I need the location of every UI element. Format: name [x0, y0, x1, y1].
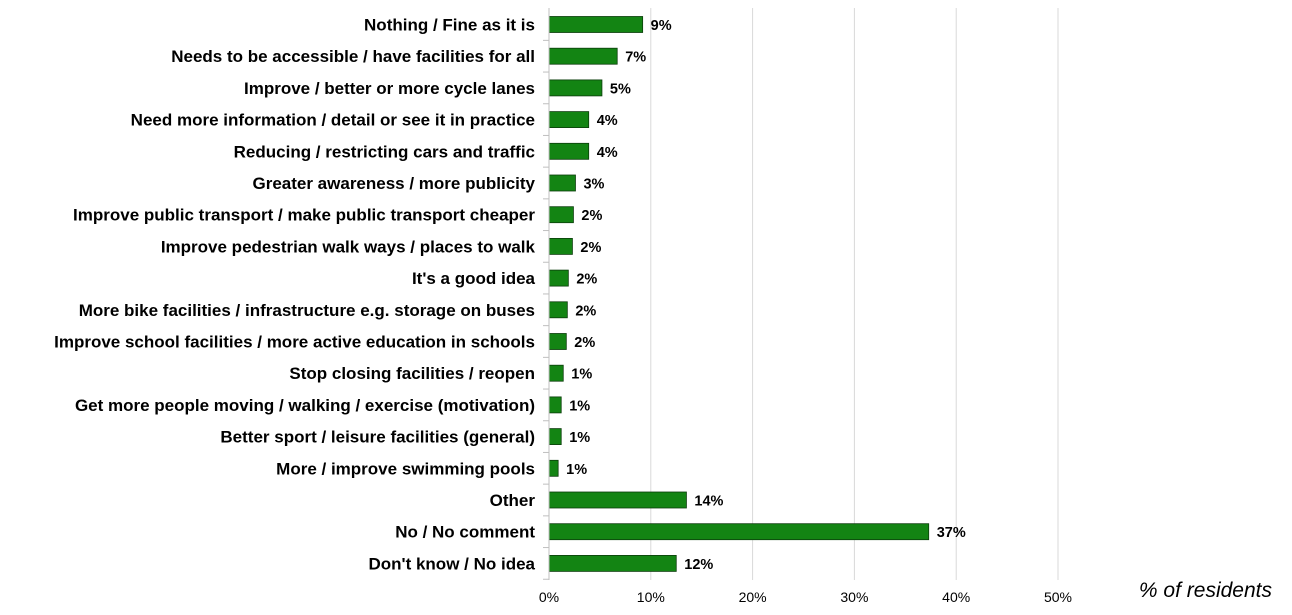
- bar: [548, 237, 573, 255]
- category-label: It's a good idea: [412, 269, 536, 288]
- category-label: Nothing / Fine as it is: [364, 16, 535, 35]
- category-label: More / improve swimming pools: [276, 459, 535, 478]
- category-label: More bike facilities / infrastructure e.…: [79, 301, 535, 320]
- bar: [548, 523, 930, 541]
- category-label: Improve / better or more cycle lanes: [244, 79, 535, 98]
- value-label: 1%: [569, 398, 590, 414]
- category-label: Stop closing facilities / reopen: [289, 364, 535, 383]
- label-layer: Nothing / Fine as it is 9% Needs to be acc…: [54, 16, 966, 574]
- value-label: 12%: [684, 557, 713, 573]
- value-label: 1%: [569, 430, 590, 446]
- category-label: Need more information / detail or see it…: [131, 111, 535, 130]
- category-label: Other: [490, 491, 536, 510]
- bar: [548, 333, 567, 350]
- value-label: 3%: [583, 177, 604, 193]
- bar: [548, 396, 562, 414]
- value-label: 2%: [580, 240, 601, 256]
- value-label: 1%: [566, 462, 587, 478]
- value-label: 7%: [625, 50, 646, 66]
- category-label: Get more people moving / walking / exerc…: [75, 396, 535, 415]
- category-label: No / No comment: [395, 523, 535, 542]
- bar: [548, 364, 564, 382]
- value-label: 5%: [610, 81, 631, 97]
- value-label: 4%: [597, 145, 618, 161]
- bar: [548, 301, 568, 319]
- category-label: Greater awareness / more publicity: [252, 174, 535, 193]
- value-label: 9%: [651, 18, 672, 34]
- x-tick-label: 0%: [539, 589, 559, 605]
- value-label: 2%: [576, 272, 597, 288]
- grid-layer: [650, 8, 1059, 580]
- value-label: 4%: [597, 113, 618, 129]
- value-label: 2%: [574, 335, 595, 351]
- bar-layer: [548, 16, 930, 572]
- bar: [548, 79, 603, 97]
- category-label: Improve pedestrian walk ways / places to…: [161, 237, 536, 256]
- x-tick-label: 20%: [739, 589, 767, 605]
- bar: [548, 111, 590, 128]
- x-tick-label: 10%: [637, 589, 665, 605]
- bar: [548, 142, 590, 160]
- x-tick-label: 30%: [840, 589, 868, 605]
- value-label: 1%: [571, 367, 592, 383]
- bar: [548, 16, 644, 33]
- category-label: Improve school facilities / more active …: [54, 333, 535, 352]
- value-label: 2%: [575, 303, 596, 319]
- bar: [548, 555, 677, 572]
- bar: [548, 269, 569, 287]
- axis-layer: 0% 10% 20% 30% 40% 50% % of residents: [539, 8, 1273, 605]
- value-label: 37%: [937, 525, 966, 541]
- category-label: Needs to be accessible / have facilities…: [171, 47, 535, 66]
- category-label: Reducing / restricting cars and traffic: [234, 142, 535, 161]
- bar: [548, 47, 618, 65]
- value-label: 14%: [694, 494, 723, 510]
- bar: [548, 428, 562, 446]
- bar: [548, 206, 574, 224]
- x-axis-title: % of residents: [1139, 579, 1273, 602]
- x-tick-label: 50%: [1044, 589, 1072, 605]
- bar: [548, 174, 576, 192]
- x-tick-label: 40%: [942, 589, 970, 605]
- bar: [548, 459, 559, 477]
- value-label: 2%: [581, 208, 602, 224]
- category-label: Better sport / leisure facilities (gener…: [220, 428, 535, 447]
- category-label: Improve public transport / make public t…: [73, 206, 535, 225]
- category-label: Don't know / No idea: [369, 554, 536, 573]
- bar: [548, 491, 687, 509]
